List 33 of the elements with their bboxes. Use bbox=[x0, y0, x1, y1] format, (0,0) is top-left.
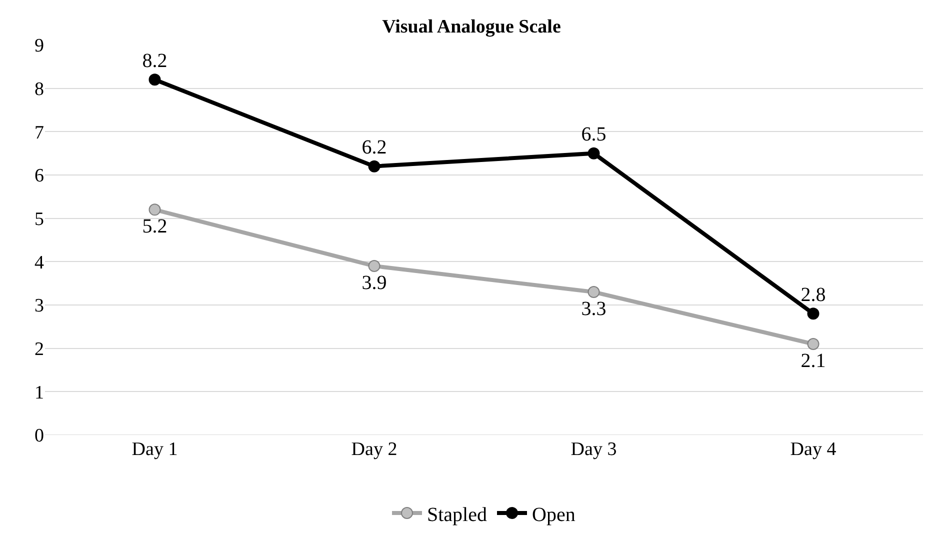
data-label: 6.5 bbox=[581, 123, 606, 146]
y-tick-label: 2 bbox=[34, 338, 44, 360]
legend-label: Open bbox=[532, 504, 576, 526]
x-tick-label: Day 4 bbox=[790, 439, 837, 460]
point bbox=[148, 74, 161, 86]
y-tick-label: 4 bbox=[34, 252, 44, 274]
point bbox=[368, 260, 380, 272]
data-label: 8.2 bbox=[142, 50, 168, 72]
x-tick-label: Day 1 bbox=[132, 439, 178, 460]
y-tick-label: 6 bbox=[34, 166, 44, 187]
data-label: 3.9 bbox=[362, 272, 387, 294]
y-tick-label: 3 bbox=[34, 296, 44, 317]
x-tick-label: Day 2 bbox=[351, 439, 398, 460]
y-tick-label: 9 bbox=[34, 36, 44, 57]
point bbox=[148, 204, 161, 216]
y-tick-label: 1 bbox=[34, 382, 44, 404]
point bbox=[807, 308, 820, 320]
point bbox=[588, 147, 600, 160]
data-label: 6.2 bbox=[362, 136, 387, 158]
y-tick-label: 7 bbox=[34, 122, 44, 144]
point bbox=[368, 160, 380, 172]
point bbox=[807, 338, 820, 350]
y-tick-label: 8 bbox=[34, 78, 44, 100]
data-label: 5.2 bbox=[142, 216, 168, 238]
y-tick-label: 0 bbox=[34, 426, 44, 447]
x-tick-label: Day 3 bbox=[570, 439, 617, 460]
point bbox=[588, 286, 600, 298]
legend-label: Stapled bbox=[427, 504, 487, 526]
data-label: 2.1 bbox=[800, 350, 826, 372]
y-tick-label: 5 bbox=[34, 208, 44, 230]
data-label: 3.3 bbox=[581, 298, 606, 320]
data-label: 2.8 bbox=[800, 284, 826, 306]
chart-title: Visual Analogue Scale bbox=[382, 16, 561, 38]
